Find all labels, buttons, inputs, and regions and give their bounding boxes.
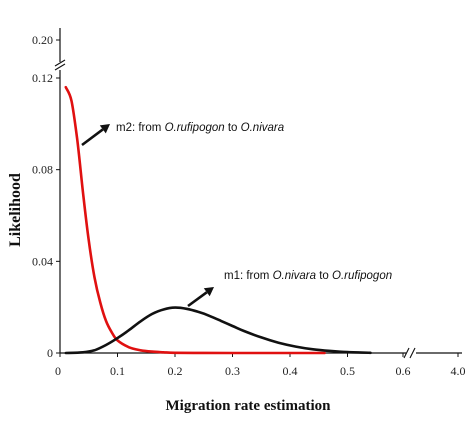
y-axis-break-mark [54, 63, 66, 71]
x-axis-break-mark [409, 347, 416, 359]
annotation-arrow-head [99, 124, 110, 134]
series-m1-line [64, 306, 372, 355]
y-tick-label: 0.12 [32, 71, 53, 85]
x-axis-title: Migration rate estimation [166, 398, 332, 414]
series-lines [64, 85, 372, 355]
y-axis-title: Likelihood [7, 173, 24, 247]
annotation-arrow-head [203, 287, 214, 297]
annotation-arrow-shaft [187, 291, 208, 308]
annotation-text-part: m2: from [116, 122, 165, 134]
series-m1-annotation: m1: from O.nivara to O.rufipogon [224, 270, 392, 282]
annotation-text-part: to [225, 122, 241, 134]
axes [54, 28, 462, 359]
x-tick-label: 0.2 [168, 364, 183, 378]
x-tick-label: 0.5 [340, 364, 355, 378]
annotation-text-part: O.rufipogon [332, 270, 392, 282]
annotation-text-part: O.nivara [241, 122, 284, 134]
y-tick-label: 0.04 [32, 254, 53, 268]
annotation-text-part: to [316, 270, 332, 282]
ticks: 0 0.04 0.08 0.12 0.20 0 0.1 0.2 0.3 0.4 0.5 0.6 4.0 [32, 33, 466, 378]
x-tick-label: 0 [55, 364, 61, 378]
x-tick-label: 4.0 [451, 364, 466, 378]
series-m2-line [64, 85, 326, 355]
y-axis-break-mark [54, 59, 66, 67]
x-axis-break-mark [403, 347, 410, 359]
series-m2-annotation: m2: from O.rufipogon to O.nivara [116, 122, 284, 134]
y-tick-label: 0.08 [32, 163, 53, 177]
x-tick-label: 0.1 [110, 364, 125, 378]
x-tick-label: 0.3 [225, 364, 240, 378]
annotation-arrow-shaft [81, 128, 104, 147]
annotation-text-part: m1: from [224, 270, 273, 282]
y-tick-label: 0 [47, 346, 53, 360]
annotation-text-part: O.nivara [273, 270, 316, 282]
y-tick-label: 0.20 [32, 33, 53, 47]
annotation-text-part: O.rufipogon [165, 122, 225, 134]
x-tick-label: 0.4 [283, 364, 298, 378]
x-tick-label: 0.6 [396, 364, 411, 378]
